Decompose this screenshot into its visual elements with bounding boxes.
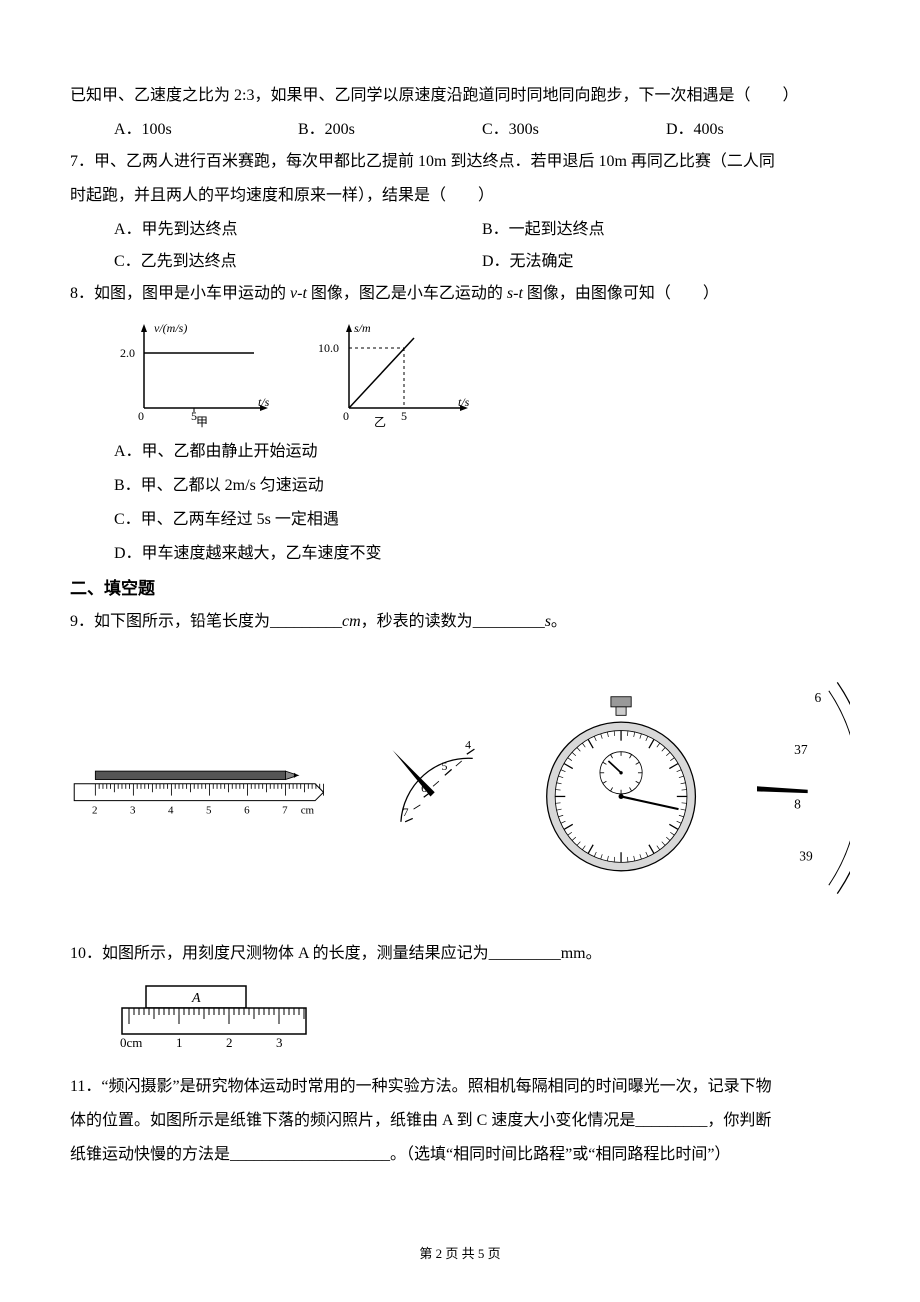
q11-l2b: ，你判断 [707,1112,771,1129]
chart2-xlabel: t/s [458,395,470,409]
svg-text:cm: cm [301,804,315,816]
sw-small-5: 5 [441,759,447,773]
q10-ruler: A 0cm 1 2 3 [114,984,314,1054]
q8-st: s-t [507,285,523,302]
q10-label-a: A [191,991,201,1006]
q8-chart-jia: v/(m/s) 2.0 0 5 t/s 甲 [114,318,274,428]
q9-p3: ，秒表的读数为 [361,613,473,630]
stopwatch-right-arc: 6 37 8 39 [757,658,850,918]
q11-l2a: 体的位置。如图所示是纸锥下落的频闪照片，纸锥由 A 到 C 速度大小变化情况是 [70,1112,635,1129]
q7-opt-c: C．乙先到达终点 [114,246,482,278]
chart2-caption: 乙 [374,415,386,428]
q8-after: 图像，由图像可知（ ） [523,285,719,302]
q8-opt-d: D．甲车速度越来越大，乙车速度不变 [70,538,850,570]
chart1-xlabel: t/s [258,395,270,409]
q10-mark-1: 1 [176,1035,183,1050]
q7-opt-d: D．无法确定 [482,246,850,278]
q6-opt-a: A．100s [114,114,298,146]
svg-text:4: 4 [168,804,174,816]
stopwatch-main [545,678,697,898]
stopwatch-small-dial: 4 5 6 7 [384,713,485,863]
q10-p1: 10．如图所示，用刻度尺测物体 A 的长度，测量结果应记为 [70,945,489,962]
pencil-ruler: 2 3 4 5 6 7 cm [70,748,324,828]
q8-text: 8．如图，图甲是小车甲运动的 v-t 图像，图乙是小车乙运动的 s-t 图像，由… [70,278,850,310]
q8-chart-yi: s/m 10.0 0 5 t/s 乙 [314,318,474,428]
page-footer: 第 2 页 共 5 页 [0,1243,920,1262]
q9-p5: 。 [551,613,567,630]
q8-vt: v-t [290,285,307,302]
q7-line1: 7．甲、乙两人进行百米赛跑，每次甲都比乙提前 10m 到达终点．若甲退后 10m… [70,146,850,178]
q9-p2: cm [342,613,361,630]
q7-line2: 时起跑，并且两人的平均速度和原来一样），结果是（ ） [70,180,850,212]
q9-figures: 2 3 4 5 6 7 cm 4 5 6 7 [70,658,850,918]
q8-mid: 图像，图乙是小车乙运动的 [307,285,507,302]
svg-text:3: 3 [130,804,136,816]
q11-blank1: _________ [635,1112,707,1129]
chart1-ylabel: v/(m/s) [154,321,187,335]
q10-text: 10．如图所示，用刻度尺测物体 A 的长度，测量结果应记为_________mm… [70,938,850,970]
chart2-yvalue: 10.0 [318,341,339,355]
sw-small-4: 4 [465,737,471,751]
arc-37: 37 [794,742,808,757]
q11-l3b: 。（选填“相同时间比路程”或“相同路程比时间”） [390,1146,730,1163]
q10-mark-3: 3 [276,1035,283,1050]
chart1-caption: 甲 [196,415,208,428]
chart1-yvalue: 2.0 [120,346,135,360]
q11-line3: 纸锥运动快慢的方法是____________________。（选填“相同时间比… [70,1139,850,1171]
q6-options: A．100s B．200s C．300s D．400s [70,114,850,146]
chart2-xtick: 5 [401,409,407,423]
q8-opt-c: C．甲、乙两车经过 5s 一定相遇 [70,504,850,536]
q11-l3a: 纸锥运动快慢的方法是 [70,1146,230,1163]
q10-p2: mm。 [561,945,602,962]
q8-before: 8．如图，图甲是小车甲运动的 [70,285,290,302]
q9-text: 9．如下图所示，铅笔长度为_________cm，秒表的读数为_________… [70,606,850,638]
section-2-heading: 二、填空题 [70,572,850,606]
q8-figures: v/(m/s) 2.0 0 5 t/s 甲 s/m 10.0 0 5 t/s 乙 [70,318,850,428]
svg-text:2: 2 [92,804,97,816]
svg-text:7: 7 [282,804,288,816]
svg-text:5: 5 [206,804,212,816]
q6-opt-b: B．200s [298,114,482,146]
q7-options-row2: C．乙先到达终点 D．无法确定 [70,246,850,278]
q6-opt-d: D．400s [666,114,850,146]
q9-blank1: _________ [270,613,342,630]
q9-p1: 9．如下图所示，铅笔长度为 [70,613,270,630]
sw-small-7: 7 [402,805,408,819]
svg-text:6: 6 [244,804,250,816]
arc-6: 6 [814,690,821,705]
arc-8: 8 [794,796,801,811]
q9-blank2: _________ [473,613,545,630]
q11-line2: 体的位置。如图所示是纸锥下落的频闪照片，纸锥由 A 到 C 速度大小变化情况是_… [70,1105,850,1137]
q7-opt-a: A．甲先到达终点 [114,214,482,246]
q10-mark-2: 2 [226,1035,233,1050]
chart2-ylabel: s/m [354,321,371,335]
q11-line1: 11．“频闪摄影”是研究物体运动时常用的一种实验方法。照相机每隔相同的时间曝光一… [70,1071,850,1103]
q6-intro: 已知甲、乙速度之比为 2:3，如果甲、乙同学以原速度沿跑道同时同地同向跑步，下一… [70,80,850,112]
q8-opt-a: A．甲、乙都由静止开始运动 [70,436,850,468]
q7-options-row1: A．甲先到达终点 B．一起到达终点 [70,214,850,246]
svg-text:0: 0 [343,409,349,423]
q6-opt-c: C．300s [482,114,666,146]
q11-blank2: ____________________ [230,1146,390,1163]
q10-blank1: _________ [489,945,561,962]
q10-mark-0: 0cm [120,1035,142,1050]
arc-39: 39 [799,849,813,864]
q7-opt-b: B．一起到达终点 [482,214,850,246]
svg-text:0: 0 [138,409,144,423]
q8-opt-b: B．甲、乙都以 2m/s 匀速运动 [70,470,850,502]
